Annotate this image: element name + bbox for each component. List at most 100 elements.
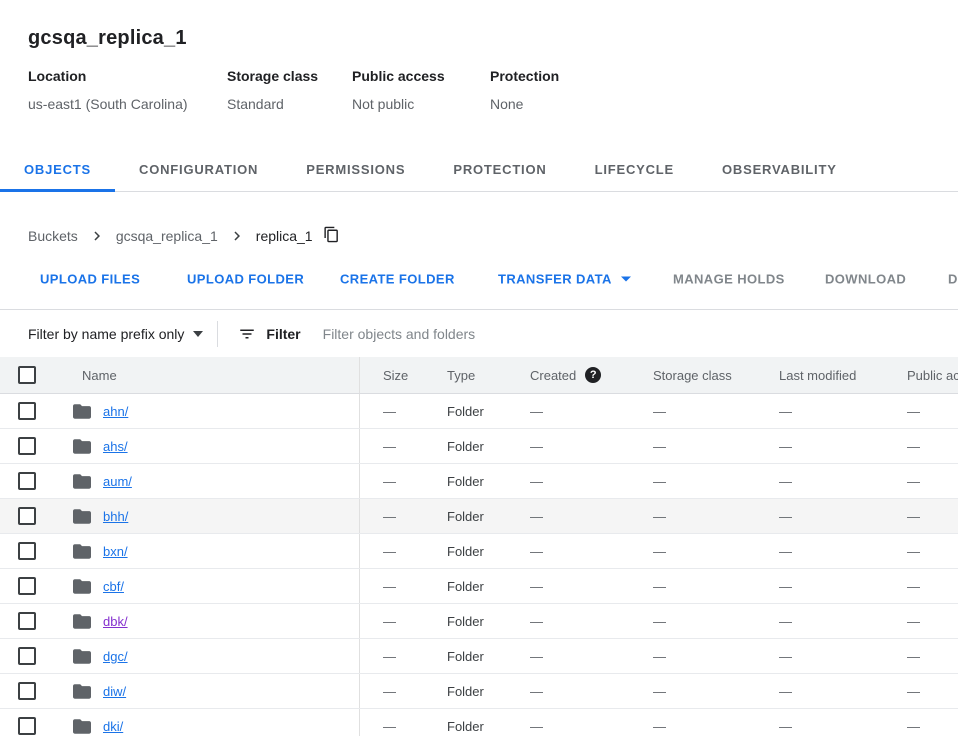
folder-icon: [73, 543, 91, 559]
folder-icon: [73, 613, 91, 629]
row-checkbox[interactable]: [18, 542, 36, 560]
cell-type: Folder: [447, 578, 484, 594]
table-row: ahs/ — Folder — — — —: [0, 429, 958, 464]
cell-last-modified: —: [779, 508, 792, 524]
cell-size: —: [383, 648, 396, 664]
folder-icon: [73, 438, 91, 454]
cell-type: Folder: [447, 718, 484, 734]
cell-type: Folder: [447, 403, 484, 419]
column-header-public-access: Public access: [907, 367, 958, 383]
cell-public-access: —: [907, 718, 920, 734]
row-checkbox[interactable]: [18, 437, 36, 455]
cell-created: —: [530, 613, 543, 629]
tab-observability[interactable]: OBSERVABILITY: [722, 162, 837, 177]
cell-last-modified: —: [779, 438, 792, 454]
upload-files-button[interactable]: UPLOAD FILES: [40, 271, 141, 287]
folder-icon: [73, 403, 91, 419]
breadcrumb-current-folder: replica_1: [255, 228, 313, 244]
cell-created: —: [530, 718, 543, 734]
help-icon[interactable]: ?: [585, 367, 602, 383]
create-folder-button[interactable]: CREATE FOLDER: [340, 271, 455, 287]
tab-protection[interactable]: PROTECTION: [453, 162, 547, 177]
tab-permissions[interactable]: PERMISSIONS: [306, 162, 406, 177]
meta-label-storage-class: Storage class: [227, 68, 319, 84]
upload-folder-button[interactable]: UPLOAD FOLDER: [187, 271, 305, 287]
cell-size: —: [383, 438, 396, 454]
table-row: dbk/ — Folder — — — —: [0, 604, 958, 639]
cell-public-access: —: [907, 438, 920, 454]
column-header-type: Type: [447, 367, 476, 383]
folder-link[interactable]: cbf/: [103, 578, 124, 594]
cell-public-access: —: [907, 613, 920, 629]
table-row: aum/ — Folder — — — —: [0, 464, 958, 499]
cell-public-access: —: [907, 648, 920, 664]
folder-link[interactable]: diw/: [103, 683, 127, 699]
folder-icon: [73, 508, 91, 524]
cell-storage-class: —: [653, 613, 666, 629]
folder-link[interactable]: ahn/: [103, 403, 129, 419]
table-row: bxn/ — Folder — — — —: [0, 534, 958, 569]
filter-scope-dropdown[interactable]: Filter by name prefix only: [28, 326, 204, 342]
row-checkbox[interactable]: [18, 647, 36, 665]
folder-icon: [73, 473, 91, 489]
cell-last-modified: —: [779, 578, 792, 594]
cell-type: Folder: [447, 543, 484, 559]
table-header: Name Size Type Created ? Storage class L…: [0, 357, 958, 394]
cell-size: —: [383, 578, 396, 594]
row-checkbox[interactable]: [18, 472, 36, 490]
folder-link[interactable]: dki/: [103, 718, 124, 734]
bucket-header: gcsqa_replica_1 Location us-east1 (South…: [0, 0, 958, 112]
breadcrumb-bucket-name[interactable]: gcsqa_replica_1: [115, 228, 218, 244]
manage-holds-button: MANAGE HOLDS: [673, 271, 785, 287]
folder-link[interactable]: dbk/: [103, 613, 128, 629]
row-checkbox[interactable]: [18, 507, 36, 525]
column-header-last-modified: Last modified: [779, 367, 857, 383]
filter-input[interactable]: [322, 325, 958, 342]
cell-created: —: [530, 473, 543, 489]
cell-storage-class: —: [653, 648, 666, 664]
tab-lifecycle[interactable]: LIFECYCLE: [594, 162, 675, 177]
filter-list-icon: [238, 325, 256, 343]
row-checkbox[interactable]: [18, 402, 36, 420]
cell-size: —: [383, 543, 396, 559]
folder-link[interactable]: bhh/: [103, 508, 129, 524]
row-checkbox[interactable]: [18, 682, 36, 700]
cell-storage-class: —: [653, 718, 666, 734]
row-checkbox[interactable]: [18, 717, 36, 735]
folder-link[interactable]: ahs/: [103, 438, 128, 454]
cell-last-modified: —: [779, 683, 792, 699]
transfer-data-button[interactable]: TRANSFER DATA: [498, 272, 631, 287]
row-checkbox[interactable]: [18, 577, 36, 595]
meta-label-protection: Protection: [490, 68, 560, 84]
tab-bar: OBJECTS CONFIGURATION PERMISSIONS PROTEC…: [0, 148, 958, 192]
column-header-created: Created ?: [530, 357, 653, 393]
folder-link[interactable]: aum/: [103, 473, 132, 489]
cell-public-access: —: [907, 578, 920, 594]
folder-link[interactable]: dgc/: [103, 648, 128, 664]
meta-value-public-access: Not public: [352, 96, 415, 112]
folder-link[interactable]: bxn/: [103, 543, 128, 559]
cell-storage-class: —: [653, 543, 666, 559]
cell-public-access: —: [907, 403, 920, 419]
arrow-drop-down-icon: [193, 330, 204, 337]
tab-objects[interactable]: OBJECTS: [0, 148, 116, 192]
select-all-checkbox[interactable]: [18, 366, 36, 384]
tab-configuration[interactable]: CONFIGURATION: [139, 162, 259, 177]
cell-type: Folder: [447, 473, 484, 489]
cell-storage-class: —: [653, 508, 666, 524]
cell-public-access: —: [907, 683, 920, 699]
delete-button: DELETE: [948, 272, 958, 287]
vertical-divider: [217, 320, 219, 347]
meta-value-protection: None: [490, 96, 524, 112]
breadcrumb-buckets[interactable]: Buckets: [28, 228, 78, 244]
cell-size: —: [383, 718, 396, 734]
cell-last-modified: —: [779, 718, 792, 734]
cell-storage-class: —: [653, 683, 666, 699]
object-action-bar: UPLOAD FILES UPLOAD FOLDER CREATE FOLDER…: [0, 249, 958, 310]
cell-size: —: [383, 613, 396, 629]
copy-path-button[interactable]: [323, 226, 340, 246]
meta-value-storage-class: Standard: [227, 96, 284, 112]
folder-icon: [73, 578, 91, 594]
row-checkbox[interactable]: [18, 612, 36, 630]
cell-created: —: [530, 578, 543, 594]
